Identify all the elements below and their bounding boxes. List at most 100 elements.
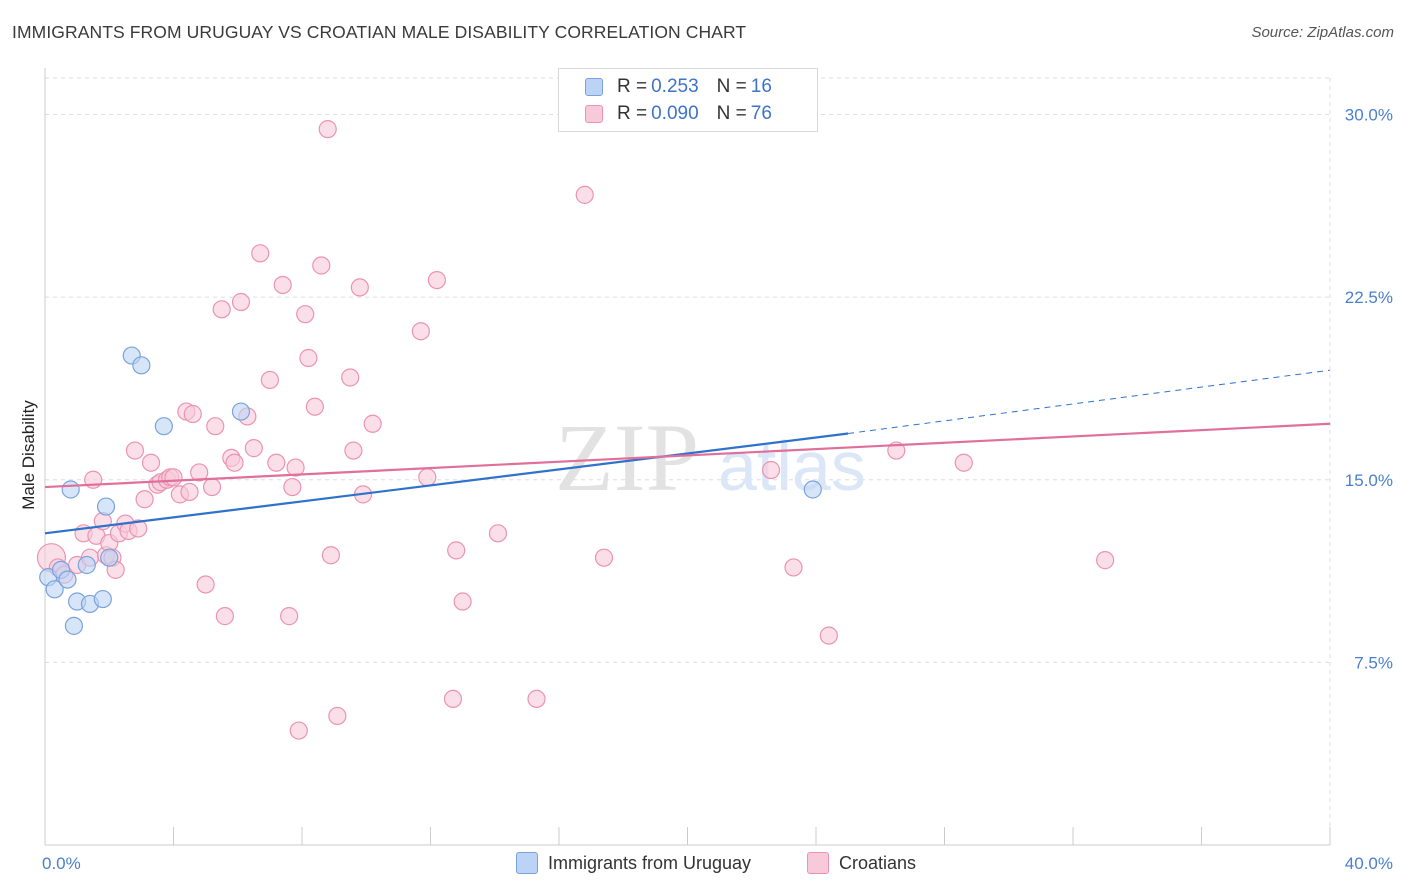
croatian-point — [761, 460, 781, 480]
legend-label-croatians: Croatians — [839, 852, 917, 873]
legend-n-value: 16 — [750, 76, 772, 97]
croatian-point — [1096, 551, 1115, 570]
croatian-point — [125, 441, 145, 460]
croatian-point — [273, 275, 292, 295]
uruguay-point — [45, 580, 64, 599]
croatian-point — [280, 607, 299, 626]
croatian-point — [784, 558, 803, 577]
croatian-point — [363, 414, 382, 433]
uruguay-point — [61, 480, 80, 499]
uruguay-point — [77, 555, 96, 575]
legend-label-uruguay: Immigrants from Uruguay — [548, 852, 752, 873]
croatian-point — [260, 370, 279, 390]
croatian-point — [447, 541, 466, 560]
croatian-point — [135, 490, 154, 509]
croatians-points — [36, 120, 1115, 740]
croatian-point — [286, 458, 305, 477]
legend-item-croatians[interactable]: Croatians — [807, 852, 916, 874]
uruguay-point — [93, 589, 112, 609]
croatian-point — [418, 468, 437, 487]
croatian-point — [251, 244, 270, 263]
pink-swatch-icon — [585, 105, 603, 123]
croatian-point — [196, 575, 215, 594]
croatian-point — [328, 706, 347, 726]
croatian-point — [225, 453, 244, 472]
pink-square-icon — [807, 852, 829, 874]
legend-row-croatians: R = 0.090 N = 76 — [585, 102, 790, 126]
croatian-point — [267, 453, 286, 472]
croatian-point — [183, 404, 202, 424]
legend-r-label: R = — [617, 76, 648, 97]
y-axis-title: Male Disability — [19, 400, 38, 510]
legend-n-label: N = — [716, 76, 747, 97]
axis-labels: 7.5% 15.0% 22.5% 30.0% 0.0% 40.0% Male Disabil… — [19, 106, 1393, 873]
croatian-point — [350, 278, 369, 297]
uruguay-trend-extension — [848, 369, 1331, 434]
croatian-point — [299, 348, 318, 368]
croatian-point — [283, 477, 302, 497]
croatian-point — [190, 463, 209, 482]
croatian-point — [344, 441, 363, 460]
trend-lines — [44, 369, 1331, 535]
croatian-point — [312, 256, 331, 275]
series-legend: Immigrants from Uruguay Croatians — [0, 852, 1406, 878]
uruguay-trend-line — [44, 432, 849, 535]
croatian-point — [244, 439, 263, 458]
croatian-point — [215, 607, 234, 626]
uruguay-point — [100, 548, 119, 567]
axes — [44, 68, 1331, 846]
croatian-point — [141, 453, 161, 472]
croatian-point — [954, 453, 973, 472]
croatian-point — [527, 689, 546, 709]
croatian-point — [164, 468, 183, 487]
blue-swatch-icon — [585, 78, 603, 96]
uruguay-point — [231, 402, 251, 421]
croatian-point — [321, 546, 341, 565]
croatian-point — [341, 368, 360, 387]
croatian-point — [180, 482, 199, 502]
croatian-point — [488, 524, 508, 543]
y-tick-label: 30.0% — [1345, 106, 1393, 125]
blue-square-icon — [516, 852, 538, 874]
y-tick-label: 7.5% — [1354, 653, 1393, 672]
y-tick-label: 22.5% — [1345, 288, 1393, 307]
uruguay-point — [132, 356, 151, 375]
legend-n-label: N = — [716, 103, 747, 124]
x-tick-label: 40.0% — [1345, 854, 1393, 873]
croatian-point — [212, 300, 231, 319]
croatian-point — [594, 548, 614, 567]
croatian-point — [427, 270, 447, 290]
legend-n-value: 76 — [750, 103, 772, 124]
croatian-point — [819, 626, 838, 645]
croatian-point — [443, 689, 463, 709]
y-tick-label: 15.0% — [1345, 471, 1393, 490]
croatian-point — [575, 185, 594, 204]
legend-row-uruguay: R = 0.253 N = 16 — [585, 75, 790, 99]
chart-title: IMMIGRANTS FROM URUGUAY VS CROATIAN MALE… — [12, 22, 747, 42]
croatian-point — [318, 120, 337, 139]
x-tick-label: 0.0% — [42, 854, 81, 873]
watermark-atlas: atlas — [718, 427, 866, 505]
legend-r-label: R = — [617, 103, 648, 124]
croatian-point — [231, 292, 251, 312]
croatian-trend-line — [44, 422, 1331, 489]
uruguay-point — [96, 497, 116, 516]
croatian-point — [453, 592, 472, 611]
uruguay-point — [58, 570, 77, 589]
uruguay-point — [64, 616, 84, 635]
croatian-point — [206, 417, 225, 436]
uruguay-points — [39, 346, 822, 635]
legend-r-value: 0.253 — [651, 76, 699, 97]
croatian-point — [296, 305, 315, 324]
legend-item-uruguay[interactable]: Immigrants from Uruguay — [516, 852, 751, 874]
croatian-point — [129, 519, 148, 538]
croatian-point — [289, 721, 308, 740]
legend-r-value: 0.090 — [651, 103, 699, 124]
croatian-point — [411, 322, 430, 341]
croatian-point — [202, 477, 222, 497]
source-label: Source: ZipAtlas.com — [1251, 24, 1394, 41]
correlation-legend: R = 0.253 N = 16 R = 0.090 N = 76 — [558, 68, 818, 132]
croatian-point — [305, 397, 324, 416]
uruguay-point — [803, 480, 822, 499]
